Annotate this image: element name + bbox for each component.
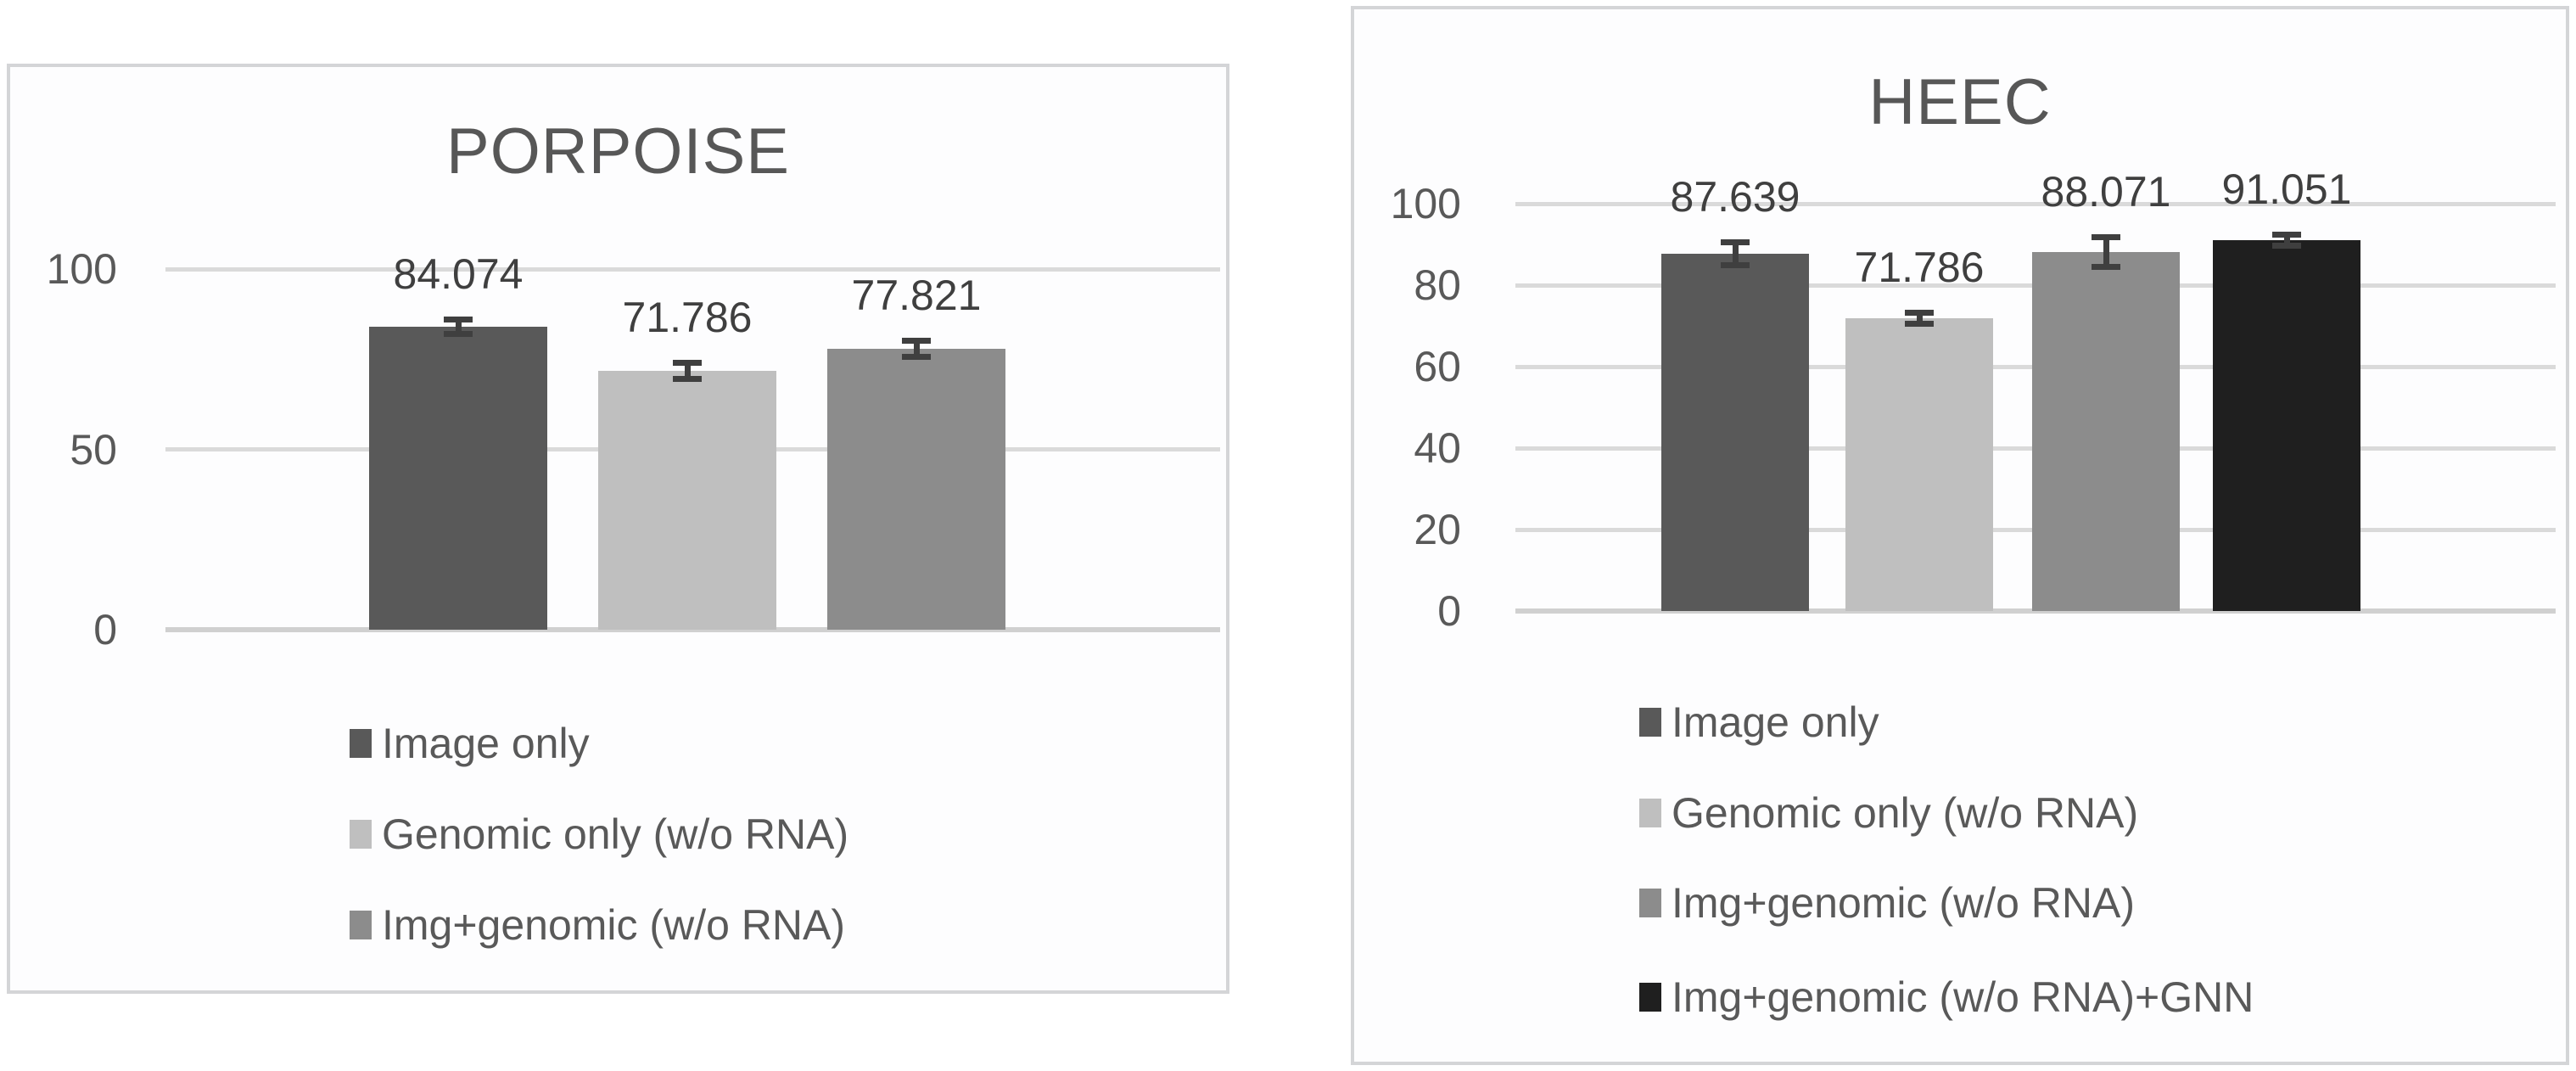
error-bar-bottom-cap <box>1905 321 1934 327</box>
bar-heec-2 <box>1845 318 1993 611</box>
legend-swatch-porpoise-3 <box>350 911 372 939</box>
data-label-porpoise-1: 84.074 <box>393 250 524 298</box>
y-tick-label-100: 100 <box>1390 180 1461 227</box>
data-label-porpoise-3: 77.821 <box>851 272 982 319</box>
porpoise-chart-panel: PORPOISE 100 50 0 84.074 71.786 77.821 Image … <box>7 64 1229 994</box>
legend-label-porpoise-1: Image only <box>382 720 590 767</box>
legend-label-porpoise-3: Img+genomic (w/o RNA) <box>382 901 845 949</box>
porpoise-legend: Image only Genomic only (w/o RNA) Img+geno… <box>10 67 1226 990</box>
y-tick-label-60: 60 <box>1414 343 1461 390</box>
legend-swatch-porpoise-1 <box>350 729 372 758</box>
legend-item-heec-2: Genomic only (w/o RNA) <box>1639 792 2138 834</box>
legend-item-heec-4: Img+genomic (w/o RNA)+GNN <box>1639 976 2254 1018</box>
bar-porpoise-2 <box>598 371 776 630</box>
legend-swatch-heec-2 <box>1639 799 1661 827</box>
bar-heec-3 <box>2032 252 2180 611</box>
error-bar-stem <box>913 338 920 360</box>
error-bar-stem <box>1916 310 1923 327</box>
heec-chart-title: HEEC <box>1868 66 2052 138</box>
data-label-porpoise-2: 71.786 <box>622 294 753 341</box>
bar-porpoise-3 <box>827 349 1005 630</box>
heec-legend: Image only Genomic only (w/o RNA) Img+geno… <box>1354 9 2566 1062</box>
gridline-100 <box>165 267 1220 272</box>
error-bar-porpoise-2 <box>673 360 702 382</box>
legend-swatch-heec-3 <box>1639 889 1661 917</box>
x-axis-baseline <box>1515 608 2556 614</box>
error-bar-heec-1 <box>1721 239 1750 268</box>
y-tick-label-50: 50 <box>70 426 117 474</box>
y-tick-label-0: 0 <box>93 606 117 653</box>
error-bar-bottom-cap <box>2272 243 2301 249</box>
error-bar-heec-3 <box>2092 234 2120 270</box>
legend-item-porpoise-1: Image only <box>350 722 590 765</box>
data-label-heec-1: 87.639 <box>1670 173 1800 221</box>
bar-porpoise-1 <box>369 327 547 630</box>
error-bar-heec-2 <box>1905 310 1934 327</box>
legend-label-porpoise-2: Genomic only (w/o RNA) <box>382 810 849 858</box>
y-tick-label-20: 20 <box>1414 506 1461 553</box>
legend-item-porpoise-3: Img+genomic (w/o RNA) <box>350 904 845 946</box>
gridline-100 <box>1515 202 2556 206</box>
legend-swatch-heec-1 <box>1639 708 1661 737</box>
legend-label-heec-2: Genomic only (w/o RNA) <box>1672 789 2139 837</box>
legend-swatch-porpoise-2 <box>350 820 372 849</box>
error-bar-porpoise-1 <box>444 317 473 337</box>
error-bar-bottom-cap <box>673 376 702 382</box>
error-bar-stem <box>1732 239 1739 268</box>
legend-swatch-heec-4 <box>1639 983 1661 1012</box>
y-tick-label-80: 80 <box>1414 261 1461 309</box>
legend-item-heec-1: Image only <box>1639 701 1879 743</box>
legend-item-heec-3: Img+genomic (w/o RNA) <box>1639 882 2135 924</box>
error-bar-stem <box>684 360 691 382</box>
x-axis-baseline <box>165 627 1220 632</box>
error-bar-porpoise-3 <box>902 338 931 360</box>
error-bar-bottom-cap <box>1721 262 1750 268</box>
legend-label-heec-4: Img+genomic (w/o RNA)+GNN <box>1672 973 2254 1021</box>
y-tick-label-40: 40 <box>1414 424 1461 472</box>
error-bar-stem <box>455 317 462 337</box>
error-bar-stem <box>2283 232 2290 249</box>
legend-item-porpoise-2: Genomic only (w/o RNA) <box>350 813 848 855</box>
error-bar-bottom-cap <box>2092 264 2120 270</box>
data-label-heec-3: 88.071 <box>2041 168 2171 216</box>
error-bar-bottom-cap <box>444 331 473 337</box>
porpoise-chart-title: PORPOISE <box>446 115 790 188</box>
error-bar-heec-4 <box>2272 232 2301 249</box>
y-tick-label-0: 0 <box>1437 587 1461 635</box>
heec-chart-panel: HEEC 100 80 60 40 20 0 87.639 71.786 88.071 91.05… <box>1351 6 2569 1065</box>
legend-label-heec-3: Img+genomic (w/o RNA) <box>1672 879 2135 927</box>
error-bar-stem <box>2103 234 2109 270</box>
data-label-heec-2: 71.786 <box>1854 244 1985 291</box>
y-tick-label-100: 100 <box>46 245 117 293</box>
legend-label-heec-1: Image only <box>1672 698 1879 746</box>
error-bar-bottom-cap <box>902 354 931 360</box>
bar-heec-1 <box>1661 254 1809 611</box>
bar-heec-4 <box>2213 240 2360 611</box>
data-label-heec-4: 91.051 <box>2221 165 2352 213</box>
porpoise-plot-area: 100 50 0 84.074 71.786 77.821 <box>10 67 1226 990</box>
heec-plot-area: 100 80 60 40 20 0 87.639 71.786 88.071 91.051 <box>1354 9 2566 1062</box>
